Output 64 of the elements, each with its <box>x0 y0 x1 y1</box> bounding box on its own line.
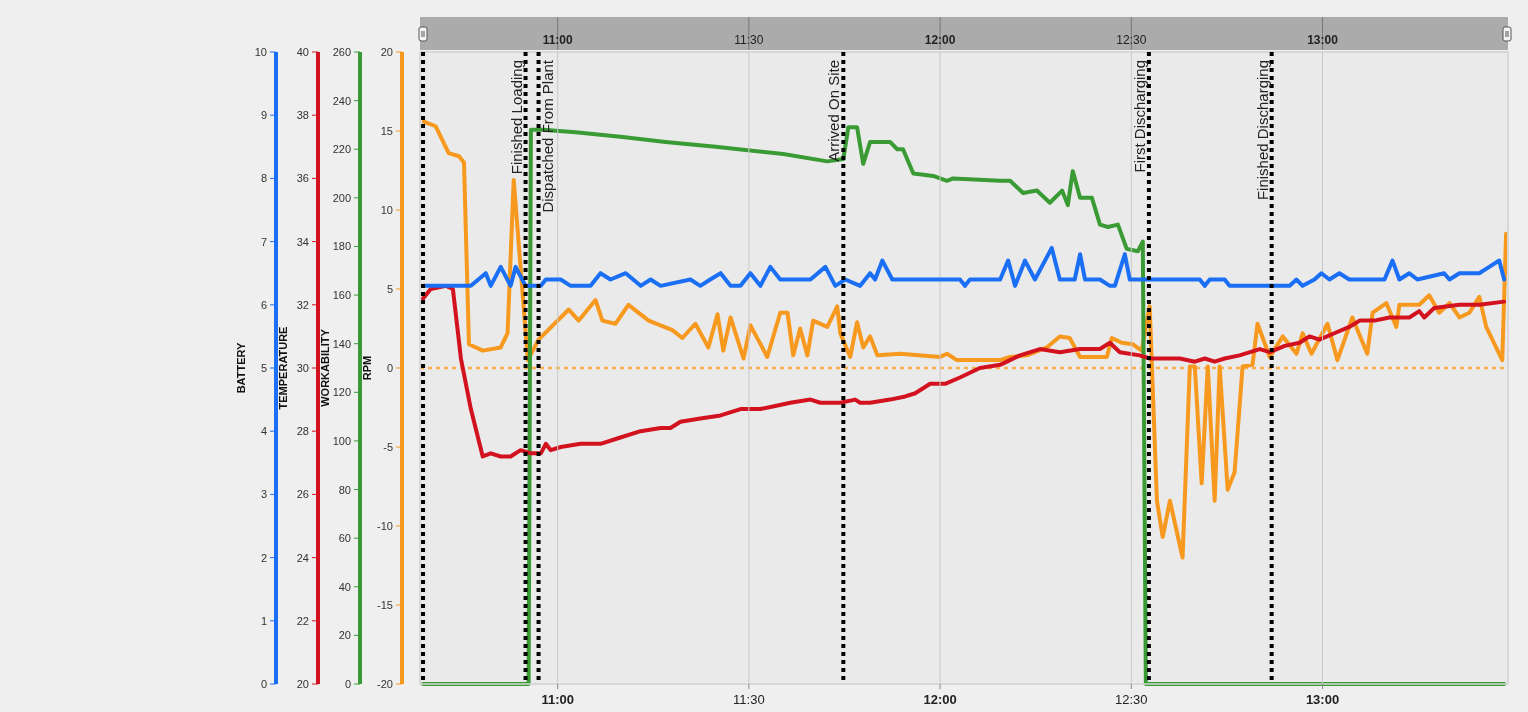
y-tick-label: 3 <box>260 488 267 501</box>
y-tick-label: 38 <box>296 109 309 122</box>
y-tick-label: 0 <box>260 678 267 690</box>
ref-line-label: First Discharging <box>1130 60 1148 173</box>
y-tick-label: -20 <box>377 678 393 690</box>
x2-tick-label: 12:00 <box>923 692 957 707</box>
y-tick-label: 10 <box>254 46 267 58</box>
x2-tick-label: 13:00 <box>1305 692 1340 707</box>
y-tick-label: 5 <box>386 283 393 295</box>
y-tick-label: 15 <box>380 125 393 137</box>
x-tick-label: 12:30 <box>1116 33 1147 47</box>
y-tick-label: 9 <box>260 109 267 122</box>
y-tick-label: -5 <box>383 441 393 453</box>
y-tick-label: 220 <box>332 143 351 156</box>
y-tick-label: 8 <box>260 172 267 185</box>
y-tick-label: 28 <box>296 425 309 438</box>
y-tick-label: 60 <box>338 532 351 545</box>
y-tick-label: -10 <box>377 520 393 532</box>
y-tick-label: 4 <box>260 425 267 438</box>
y-tick-label: 0 <box>386 362 393 374</box>
y-tick-label: 260 <box>332 46 351 58</box>
y-tick-label: 160 <box>332 289 351 302</box>
y-tick-label: 120 <box>332 386 351 399</box>
x-tick-label: 12:00 <box>924 33 956 47</box>
y-tick-label: 1 <box>260 614 267 627</box>
y-tick-label: 34 <box>296 235 309 248</box>
y-tick-label: 20 <box>296 678 309 690</box>
y-axis-title: WORKABILITY <box>319 328 331 407</box>
y-tick-label: 20 <box>338 629 351 642</box>
y-tick-label: 20 <box>380 46 393 58</box>
y-tick-label: 30 <box>296 362 309 374</box>
y-tick-label: 32 <box>296 298 309 311</box>
y-tick-label: 80 <box>338 483 351 496</box>
y-tick-label: -15 <box>377 599 393 611</box>
y-tick-label: 40 <box>338 580 351 593</box>
x-tick-label: 13:00 <box>1307 33 1339 47</box>
y-tick-label: 200 <box>332 191 351 204</box>
y-tick-label: 7 <box>260 235 267 248</box>
x2-tick-label: 11:30 <box>733 692 765 707</box>
y-tick-label: 140 <box>332 337 351 350</box>
y-tick-label: 10 <box>380 204 393 216</box>
y-tick-label: 36 <box>296 172 309 185</box>
y-tick-label: 5 <box>260 362 267 374</box>
ref-line-label: Finished Loading <box>507 60 525 175</box>
y-axis-title: TEMPERATURE <box>277 326 289 410</box>
x-tick-label: 11:00 <box>542 33 574 47</box>
y-tick-label: 22 <box>296 614 309 627</box>
y-axis-title: BATTERY <box>235 341 247 394</box>
x2-tick-label: 12:30 <box>1115 692 1148 707</box>
y-tick-label: 100 <box>332 434 351 447</box>
y-tick-label: 6 <box>260 298 267 311</box>
y-tick-label: 0 <box>344 678 351 690</box>
y-tick-label: 40 <box>296 46 309 58</box>
ref-line-label: Finished Discharging <box>1253 60 1271 201</box>
ref-line-label: Dispatched From Plant <box>538 59 556 213</box>
y-axis-title: RPM <box>361 355 373 381</box>
y-tick-label: 24 <box>296 551 309 564</box>
x-tick-label: 11:30 <box>734 33 764 47</box>
y-tick-label: 26 <box>296 488 309 501</box>
y-tick-label: 2 <box>260 551 267 564</box>
ref-line-label: Arrived On Site <box>825 60 843 162</box>
x2-tick-label: 11:00 <box>541 692 574 707</box>
y-tick-label: 180 <box>332 240 351 253</box>
y-tick-label: 240 <box>332 94 351 107</box>
